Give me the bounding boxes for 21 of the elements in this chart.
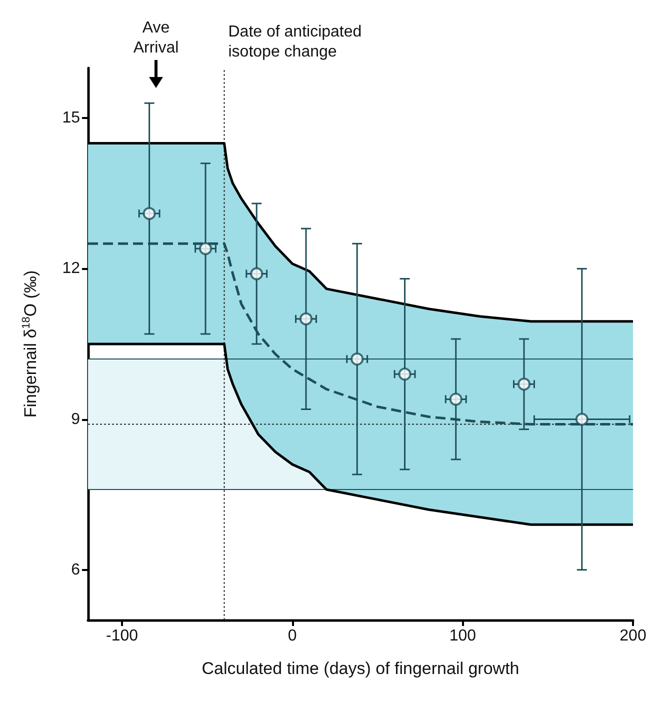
point bbox=[199, 242, 212, 256]
y-tick-label: 15 bbox=[62, 110, 80, 127]
point bbox=[575, 412, 588, 426]
point bbox=[449, 392, 462, 406]
point bbox=[350, 352, 364, 366]
y-axis-title: Fingernail δ18O (‰) bbox=[20, 270, 40, 418]
x-tick-label: 100 bbox=[449, 628, 476, 644]
point bbox=[518, 378, 530, 391]
y-tick-label: 6 bbox=[71, 561, 80, 578]
ref-line-label: Date of anticipated isotope change bbox=[228, 24, 366, 60]
point bbox=[142, 207, 156, 220]
x-tick-label: 0 bbox=[288, 628, 297, 644]
point bbox=[300, 312, 312, 326]
y-tick-label: 9 bbox=[71, 410, 80, 428]
point bbox=[398, 368, 412, 381]
text: Ave Arrival bbox=[133, 20, 179, 56]
point bbox=[250, 267, 264, 280]
x-tick-label: 200 bbox=[620, 628, 646, 644]
y-tick-label: 12 bbox=[62, 260, 80, 278]
x-axis-title: Calculated time (days) of fingernail growth bbox=[202, 659, 520, 678]
x-tick-label: -100 bbox=[106, 628, 138, 644]
